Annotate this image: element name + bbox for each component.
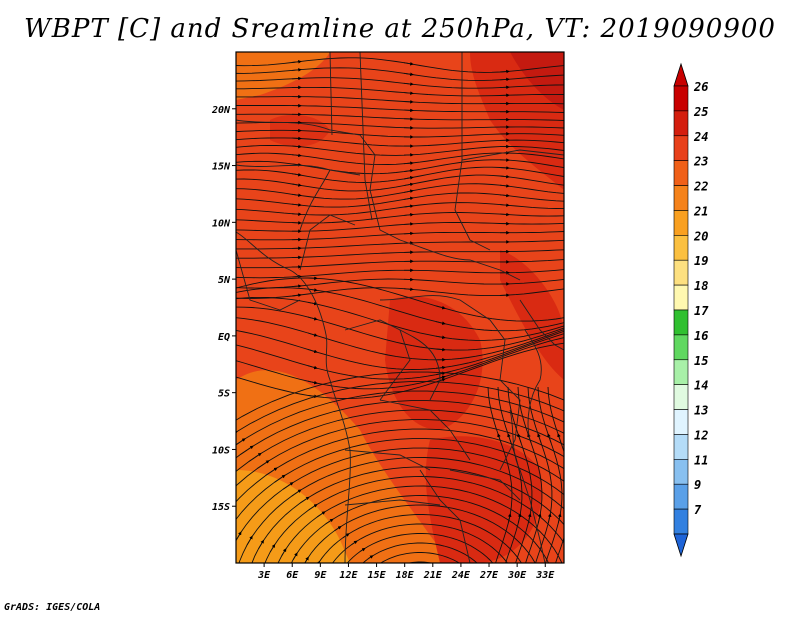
lon-label: 33E (535, 570, 555, 581)
colorbar-swatch (673, 235, 689, 261)
colorbar-swatch (673, 459, 689, 485)
colorbar-swatch (673, 210, 689, 236)
lat-label: 15N (212, 162, 231, 173)
colorbar-label: 11 (694, 453, 708, 467)
lon-label: 24E (451, 570, 471, 581)
grads-credit: GrADS: IGES/COLA (4, 602, 101, 613)
colorbar-top-arrow (673, 62, 689, 87)
lon-label: 9E (314, 570, 327, 581)
colorbar-swatch (673, 259, 689, 286)
colorbar-swatch (673, 284, 689, 311)
lon-label: 18E (396, 570, 415, 581)
colorbar-label: 24 (693, 130, 708, 144)
lat-label: 5S (218, 389, 230, 400)
colorbar-swatch (673, 85, 689, 112)
streamlines (236, 57, 564, 563)
lat-label: 15S (212, 502, 230, 513)
map-title: WBPT [C] and Sreamline at 250hPa, VT: 20… (24, 14, 776, 44)
colorbar-swatch (673, 359, 689, 385)
colorbar-swatch (673, 434, 689, 460)
colorbar-swatch (673, 384, 689, 410)
lat-label: 10S (212, 445, 230, 456)
colorbar-label: 26 (693, 80, 708, 94)
lon-label: 12E (339, 570, 358, 581)
colorbar-swatch (673, 309, 689, 336)
colorbar-swatch (673, 483, 689, 510)
lat-label: 5N (218, 275, 231, 286)
colorbar-label: 23 (693, 155, 708, 169)
colorbar-label: 13 (694, 404, 708, 418)
colorbar-label: 15 (694, 354, 708, 368)
colorbar-label: 17 (694, 304, 709, 318)
colorbar-label: 14 (694, 379, 708, 393)
colorbar-label: 20 (693, 229, 708, 243)
colorbar-label: 19 (694, 254, 708, 268)
colorbar-label: 9 (694, 478, 701, 492)
colorbar-label: 18 (694, 279, 708, 293)
lat-label: 10N (212, 218, 231, 229)
colorbar-label: 7 (694, 503, 702, 517)
lon-label: 27E (479, 570, 499, 581)
colorbar-label: 12 (694, 428, 708, 442)
colorbar-swatch (673, 135, 689, 161)
lon-label: 30E (507, 570, 527, 581)
country-borders (236, 52, 564, 563)
lon-label: 6E (286, 570, 299, 581)
colorbar-swatch (673, 185, 689, 211)
lat-label: 20N (211, 105, 231, 116)
colorbar-label: 16 (694, 329, 708, 343)
colorbar-swatch (673, 508, 689, 535)
colorbar-swatch (673, 334, 689, 361)
map-frame (235, 51, 565, 564)
colorbar-label: 21 (693, 204, 708, 218)
lon-label: 3E (257, 570, 271, 581)
colorbar-swatch (673, 160, 689, 186)
colorbar-label: 22 (693, 180, 708, 194)
lon-label: 15E (368, 570, 387, 581)
colorbar-swatch (673, 409, 689, 435)
lon-label: 21E (423, 570, 443, 581)
lat-label: EQ (218, 332, 230, 343)
colorbar: 26 25 24 23 22 21 20 19 18 17 16 15 14 13 12 11 9 7 (673, 62, 709, 558)
longitude-labels: 3E 6E 9E 12E 15E 18E 21E 24E 27E 30E 33E (257, 563, 555, 581)
colorbar-swatch (673, 110, 689, 137)
colorbar-label: 25 (693, 105, 708, 119)
colorbar-bottom-arrow (673, 533, 689, 558)
latitude-labels: 20N 15N 10N 5N EQ 5S 10S 15S (211, 105, 236, 513)
